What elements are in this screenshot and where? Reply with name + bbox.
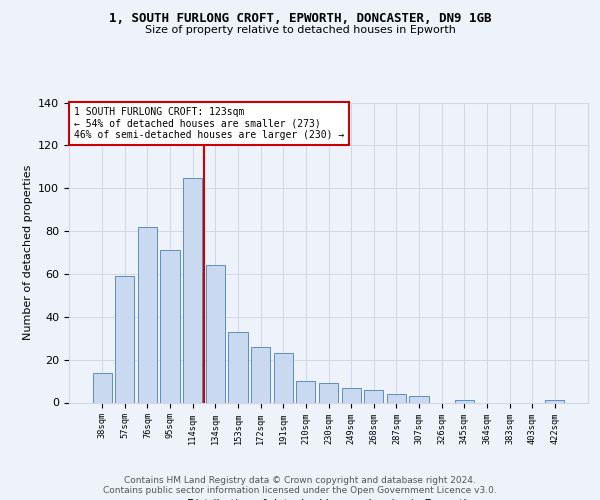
Bar [409,396,428,402]
Y-axis label: Number of detached properties: Number of detached properties [23,165,32,340]
Text: Contains HM Land Registry data © Crown copyright and database right 2024.
Contai: Contains HM Land Registry data © Crown c… [103,476,497,495]
Text: Size of property relative to detached houses in Epworth: Size of property relative to detached ho… [145,25,455,35]
Bar [274,353,293,403]
Bar [183,178,202,402]
Bar [545,400,565,402]
Bar [364,390,383,402]
Bar [138,227,157,402]
Bar [251,347,270,403]
Bar [115,276,134,402]
Bar [206,266,225,402]
Bar [319,383,338,402]
Text: 1, SOUTH FURLONG CROFT, EPWORTH, DONCASTER, DN9 1GB: 1, SOUTH FURLONG CROFT, EPWORTH, DONCAST… [109,12,491,26]
Bar [387,394,406,402]
Bar [160,250,180,402]
Bar [92,372,112,402]
Bar [341,388,361,402]
Bar [296,381,316,402]
Text: 1 SOUTH FURLONG CROFT: 123sqm
← 54% of detached houses are smaller (273)
46% of : 1 SOUTH FURLONG CROFT: 123sqm ← 54% of d… [74,107,344,140]
Bar [455,400,474,402]
Bar [229,332,248,402]
